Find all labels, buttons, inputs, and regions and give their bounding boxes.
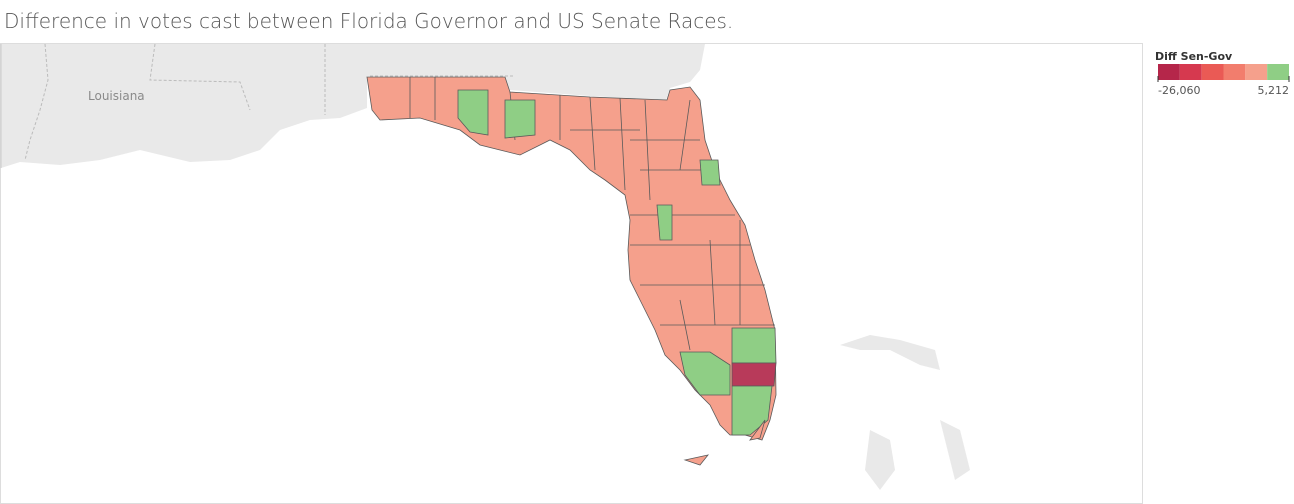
- title: Difference in votes cast between Florida…: [4, 9, 733, 33]
- county: [457, 89, 489, 136]
- legend: -26,060 5,212: [1157, 64, 1290, 97]
- county: [731, 362, 777, 387]
- legend-swatch: [1245, 64, 1268, 80]
- legend-tick-label: 5,212: [1258, 84, 1290, 97]
- land: [1, 44, 705, 168]
- county: [679, 351, 731, 396]
- island: [840, 335, 970, 490]
- place-label: Louisiana: [88, 89, 145, 103]
- legend-swatch: [1223, 64, 1246, 80]
- legend-tick-label: -26,060: [1158, 84, 1200, 97]
- county: [683, 419, 766, 466]
- legend-swatch: [1179, 64, 1202, 80]
- state-border: [24, 43, 515, 161]
- legend-swatch: [1158, 64, 1180, 80]
- legend-swatch: [1267, 64, 1289, 80]
- county: [699, 159, 721, 186]
- county: [656, 204, 673, 241]
- legend-swatch: [1201, 64, 1224, 80]
- county: [731, 327, 777, 364]
- map: Louisiana: [0, 43, 1143, 504]
- florida: [366, 76, 777, 441]
- county: [504, 99, 536, 139]
- legend-title: Diff Sen-Gov: [1155, 50, 1233, 63]
